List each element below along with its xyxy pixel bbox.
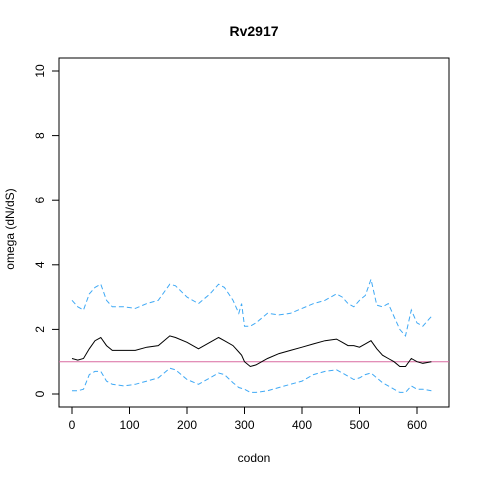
y-tick-label: 6 <box>33 197 47 204</box>
y-axis-label: omega (dN/dS) <box>3 188 17 269</box>
x-tick-label: 400 <box>292 418 312 432</box>
y-tick-label: 4 <box>33 261 47 268</box>
mean-omega-line <box>71 335 432 368</box>
lower-bound-line <box>72 367 432 393</box>
x-tick-label: 300 <box>234 418 254 432</box>
upper-bound-line <box>71 277 432 337</box>
chart-title: Rv2917 <box>229 23 278 39</box>
y-tick-label: 2 <box>33 326 47 333</box>
y-tick-label: 10 <box>33 64 47 78</box>
x-axis-label: codon <box>238 451 271 465</box>
x-tick-label: 600 <box>407 418 427 432</box>
x-tick-label: 500 <box>349 418 369 432</box>
x-tick-label: 0 <box>69 418 76 432</box>
plot-frame <box>58 57 450 408</box>
x-tick-label: 200 <box>177 418 197 432</box>
series-group <box>71 277 432 393</box>
x-tick-label: 100 <box>119 418 139 432</box>
y-tick-label: 0 <box>33 390 47 397</box>
y-axis: 0 2 4 6 8 10 <box>33 64 60 397</box>
y-tick-label: 8 <box>33 132 47 139</box>
x-axis: 0 100 200 300 400 500 600 <box>69 406 427 432</box>
